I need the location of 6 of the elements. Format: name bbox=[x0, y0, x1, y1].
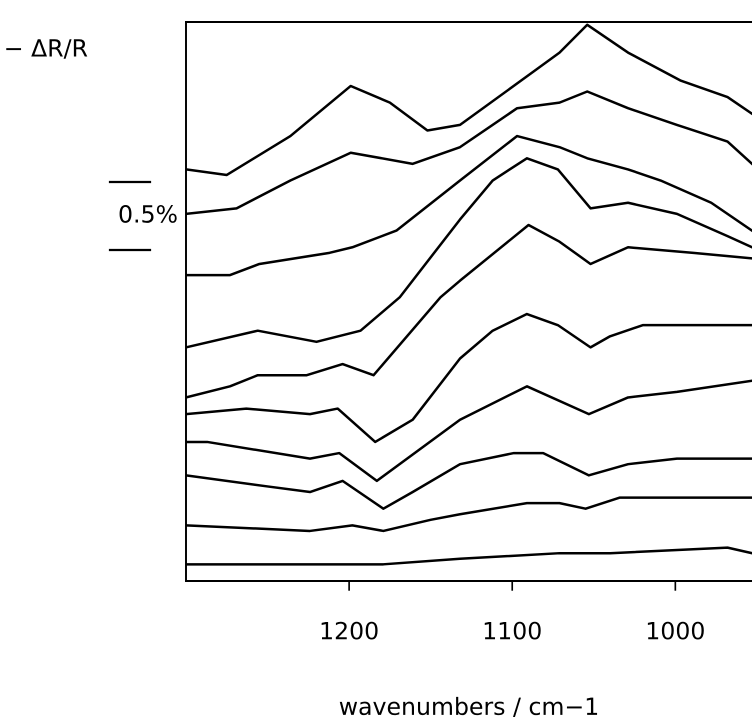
x-tick-label: 1000 bbox=[648, 622, 704, 640]
y-axis-title: − ΔR/R bbox=[6, 39, 88, 59]
x-axis-title: wavenumbers / cm−1 bbox=[340, 696, 598, 718]
x-tick-label: 1100 bbox=[484, 622, 541, 640]
text: 0.5% bbox=[120, 204, 177, 223]
x-tick-label: 1200 bbox=[322, 622, 378, 640]
